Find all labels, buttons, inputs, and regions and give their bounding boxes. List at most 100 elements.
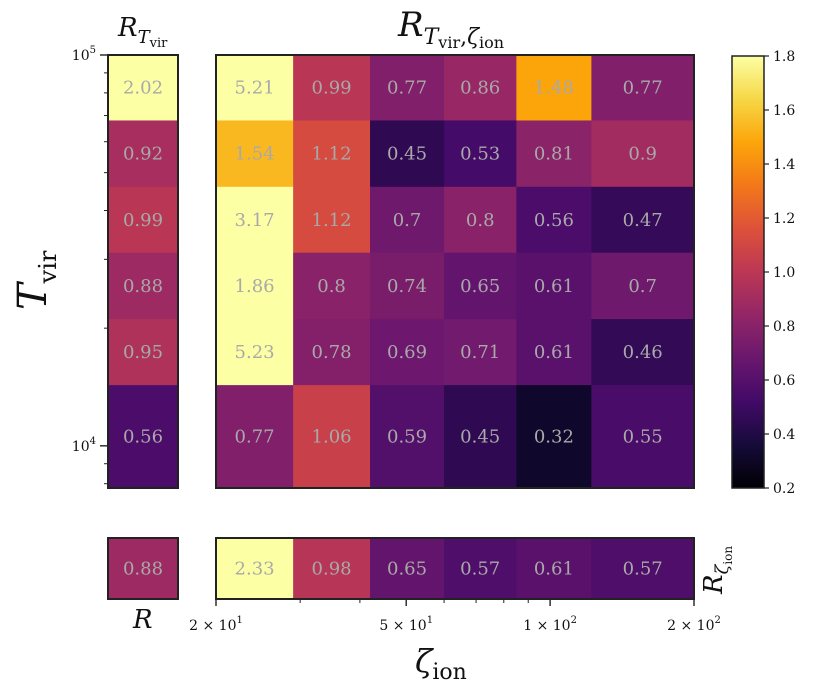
heatmap-cell <box>293 55 371 122</box>
cell-label: 0.7 <box>628 276 657 297</box>
heatmap-cell <box>370 252 445 320</box>
cell-label: 1.54 <box>235 144 275 165</box>
column-marginal-cell <box>444 538 517 599</box>
cell-label: 0.8 <box>317 276 346 297</box>
x-tick-label: 2 × 102 <box>667 615 721 634</box>
cell-label: 0.61 <box>534 342 574 363</box>
cell-label: 1.12 <box>312 144 352 165</box>
axes-and-ticks: 105 104 2 × 101 5 × 101 1 × 102 2 × 102 <box>72 45 721 634</box>
heatmap-cell <box>370 55 445 122</box>
heatmap-cell <box>591 120 695 188</box>
main-heatmap-panel: 5.21 0.99 0.77 0.86 1.48 0.77 1.54 1.12 0.45 0.53… <box>215 54 695 489</box>
colorbar-tick-label: 0.2 <box>773 481 795 497</box>
colorbar-tick-label: 0.8 <box>773 319 795 335</box>
heatmap-cell <box>591 385 695 489</box>
row-marginal-cell <box>108 186 178 254</box>
cell-label: 0.8 <box>466 210 495 231</box>
cell-label: 0.77 <box>387 78 427 99</box>
heatmap-cell <box>516 55 592 122</box>
row-marginal-cell <box>108 55 178 122</box>
cell-label: 0.77 <box>235 427 275 448</box>
x-tick-label: 1 × 102 <box>523 615 577 634</box>
row-marginal-frame <box>107 54 179 489</box>
heatmap-cell <box>370 120 445 188</box>
heatmap-cell <box>591 319 695 386</box>
cell-label: 0.99 <box>312 78 352 99</box>
cell-label: 0.98 <box>312 559 352 580</box>
colorbar: 0.2 0.4 0.6 0.8 1.0 1.2 1.4 1.6 1.8 <box>731 49 795 497</box>
colorbar-tick-label: 1.0 <box>773 265 795 281</box>
heatmap-cell <box>370 186 445 254</box>
cell-label: 5.21 <box>235 78 275 99</box>
heatmap-cell <box>591 55 695 122</box>
heatmap-cell <box>591 252 695 320</box>
heatmap-cell <box>370 319 445 386</box>
heatmap-cell <box>293 120 371 188</box>
cell-label: 0.78 <box>312 342 352 363</box>
heatmap-cell <box>216 186 294 254</box>
heatmap-cell <box>216 319 294 386</box>
overall-label: R <box>132 605 153 635</box>
x-tick-label: 5 × 101 <box>379 615 433 634</box>
row-marginal-title: RTvir <box>117 13 168 51</box>
row-marginal-panel: 2.02 0.92 0.99 0.88 0.95 0.56 <box>107 54 179 489</box>
column-marginal-cell <box>293 538 371 599</box>
cell-label: 0.46 <box>623 342 663 363</box>
column-marginal-cell <box>370 538 445 599</box>
colorbar-tick-label: 1.4 <box>773 157 795 173</box>
row-marginal-cell <box>108 319 178 386</box>
heatmap-cell <box>516 319 592 386</box>
cell-label: 0.55 <box>623 427 663 448</box>
y-tick-label: 104 <box>72 436 96 455</box>
cell-label: 0.88 <box>123 276 163 297</box>
cell-label: 0.56 <box>123 427 163 448</box>
cell-label: 0.88 <box>123 559 163 580</box>
heatmap-cell <box>293 385 371 489</box>
cell-label: 1.86 <box>235 276 275 297</box>
cell-label: 0.45 <box>460 427 500 448</box>
colorbar-tick-label: 1.6 <box>773 103 795 119</box>
cell-label: 0.77 <box>623 78 663 99</box>
heatmap-cell <box>216 120 294 188</box>
colorbar-tick-label: 0.6 <box>773 373 795 389</box>
cell-label: 0.32 <box>534 427 574 448</box>
heatmap-cell <box>516 385 592 489</box>
heatmap-cell <box>216 385 294 489</box>
overall-cell <box>107 537 179 600</box>
cell-label: 0.92 <box>123 144 163 165</box>
heatmap-cell <box>444 385 517 489</box>
heatmap-cell <box>516 120 592 188</box>
colorbar-tick-label: 1.8 <box>773 49 795 65</box>
heatmap-cell <box>444 55 517 122</box>
cell-label: 0.65 <box>387 559 427 580</box>
row-marginal-cell <box>108 252 178 320</box>
cell-label: 0.95 <box>123 342 163 363</box>
heatmap-cell <box>444 319 517 386</box>
colorbar-gradient <box>731 55 765 489</box>
heatmap-cell <box>591 186 695 254</box>
cell-label: 2.02 <box>123 78 163 99</box>
heatmap-cell <box>293 319 371 386</box>
cell-label: 0.56 <box>534 210 574 231</box>
cell-label: 1.48 <box>534 78 574 99</box>
overall-panel: 0.88 <box>107 537 179 600</box>
heatmap-cell <box>370 385 445 489</box>
cell-label: 3.17 <box>235 210 275 231</box>
column-marginal-cell <box>591 538 695 599</box>
y-axis-label: Tvir <box>10 250 62 310</box>
row-marginal-cell <box>108 120 178 188</box>
y-tick-label: 105 <box>72 45 96 64</box>
heatmap-cell <box>444 120 517 188</box>
column-marginal-label: Rζion <box>699 546 735 595</box>
cell-label: 0.86 <box>460 78 500 99</box>
heatmap-cell <box>293 186 371 254</box>
cell-label: 0.59 <box>387 427 427 448</box>
heatmap-cell <box>216 252 294 320</box>
cell-label: 0.47 <box>623 210 663 231</box>
column-marginal-cell <box>216 538 294 599</box>
heatmap-cell <box>516 186 592 254</box>
cell-label: 1.12 <box>312 210 352 231</box>
heatmap-cell <box>516 252 592 320</box>
cell-label: 0.74 <box>387 276 427 297</box>
